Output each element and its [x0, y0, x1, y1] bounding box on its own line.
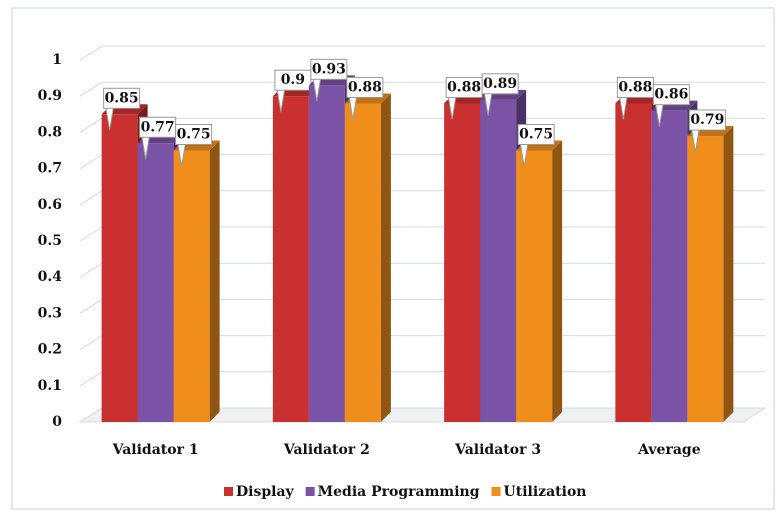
data-label: 0.93	[312, 61, 346, 77]
data-label: 0.75	[519, 127, 553, 143]
y-tick-label: 0.9	[38, 88, 62, 104]
x-tick-label: Validator 3	[454, 442, 541, 458]
legend-swatch	[491, 487, 501, 496]
bar	[173, 150, 210, 422]
y-tick-label: 0.2	[38, 342, 62, 358]
data-label: 0.85	[105, 90, 139, 106]
bar	[101, 114, 138, 423]
y-tick-label: 0.5	[38, 233, 62, 249]
y-tick-label: 1	[52, 52, 62, 68]
data-label: 0.88	[348, 79, 382, 95]
data-label-box	[346, 76, 384, 98]
y-tick-label: 0.6	[38, 197, 62, 213]
x-tick-label: Validator 1	[112, 442, 199, 458]
bar	[516, 150, 553, 422]
bar	[480, 99, 517, 422]
y-tick-label: 0.1	[38, 378, 62, 394]
bar	[651, 110, 688, 423]
x-tick-label: Average	[637, 442, 701, 458]
legend-swatch	[305, 487, 315, 496]
grid-line	[79, 81, 765, 97]
data-label: 0.75	[177, 127, 211, 143]
y-tick-label: 0.7	[38, 161, 62, 177]
data-label: 0.77	[141, 119, 175, 135]
y-tick-label: 0.3	[38, 305, 62, 321]
x-tick-label: Validator 2	[283, 442, 370, 458]
data-label-box	[517, 124, 555, 145]
data-label-box	[652, 84, 690, 106]
y-tick-label: 0	[52, 414, 62, 430]
grid-line	[79, 45, 765, 61]
bar-side	[552, 140, 563, 422]
data-label: 0.86	[654, 87, 688, 103]
data-label-box	[103, 87, 141, 109]
bar	[444, 103, 481, 422]
data-label: 0.9	[281, 72, 305, 88]
data-label: 0.89	[483, 76, 517, 92]
data-label: 0.88	[447, 79, 481, 95]
legend-label: Media Programming	[318, 484, 480, 500]
bar-side	[209, 140, 220, 422]
data-label-box	[481, 73, 519, 95]
data-label: 0.88	[618, 79, 652, 95]
legend-swatch	[224, 487, 233, 496]
legend-label: Display	[236, 484, 295, 500]
data-label-box	[310, 58, 348, 80]
legend-label: Utilization	[504, 484, 587, 500]
data-label-box	[274, 69, 312, 91]
data-label-box	[175, 124, 213, 145]
bar-side	[380, 93, 391, 422]
bar	[344, 103, 381, 422]
bar	[615, 103, 652, 422]
bar	[272, 96, 309, 422]
bar	[137, 143, 174, 422]
data-label-box	[688, 109, 726, 131]
bar-side	[723, 126, 734, 423]
y-tick-label: 0.8	[38, 124, 62, 140]
bar	[687, 136, 724, 422]
bar	[308, 85, 345, 422]
data-label: 0.79	[690, 112, 724, 128]
y-tick-label: 0.4	[38, 269, 63, 285]
